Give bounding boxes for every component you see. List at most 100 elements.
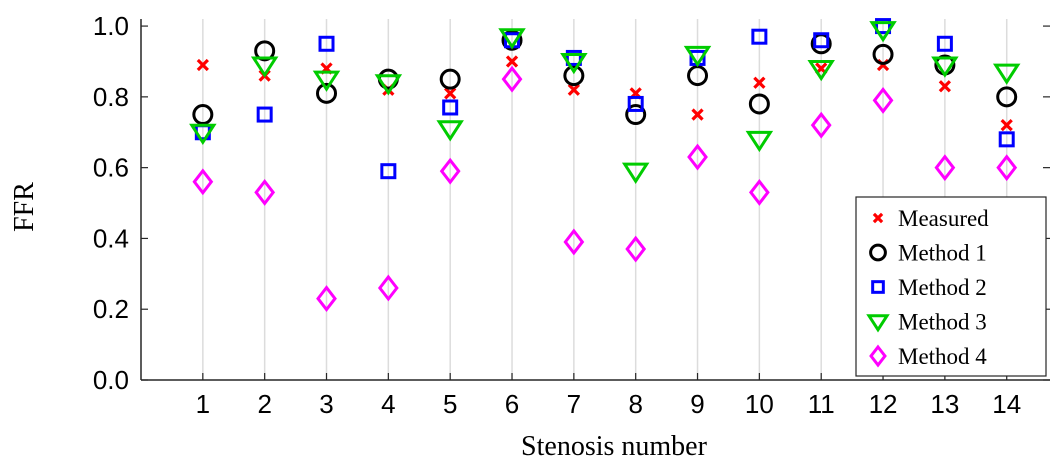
point-method-4-14	[996, 154, 1018, 182]
point-measured-5	[444, 87, 457, 100]
point-method-3-6	[498, 28, 526, 50]
x-tick-label-12: 12	[869, 389, 898, 419]
y-tick-label-1.0: 1.0	[93, 11, 129, 41]
point-method-4-9	[687, 143, 708, 171]
point-method-3-1	[189, 123, 217, 146]
point-measured-13	[938, 80, 952, 93]
legend-marker-method-3	[866, 314, 890, 333]
legend-label-method-4: Method 4	[898, 344, 987, 369]
point-method-3-3	[312, 70, 341, 92]
y-tick-label-0.2: 0.2	[93, 294, 129, 324]
point-method-2-3	[318, 35, 335, 52]
point-method-4-8	[625, 235, 647, 263]
legend-entry-method-2: Method 2	[871, 275, 987, 300]
point-method-3-8	[621, 162, 650, 184]
series-method-4	[192, 65, 1018, 313]
point-method-4-10	[748, 178, 770, 206]
point-method-3-11	[807, 60, 835, 82]
x-tick-label-14: 14	[992, 389, 1021, 419]
x-tick-label-11: 11	[808, 389, 835, 419]
point-measured-10	[753, 76, 766, 89]
point-method-1-2	[254, 40, 276, 62]
legend-entry-method-4: Method 4	[869, 344, 987, 369]
x-tick-label-7: 7	[567, 389, 581, 419]
point-method-4-5	[439, 157, 461, 185]
point-method-3-5	[436, 120, 464, 142]
point-method-4-3	[316, 285, 337, 313]
x-tick-label-8: 8	[628, 389, 642, 419]
point-method-4-13	[934, 154, 956, 182]
x-tick-label-10: 10	[745, 389, 774, 419]
x-tick-label-5: 5	[443, 389, 457, 419]
point-method-4-1	[192, 168, 214, 196]
point-method-3-2	[250, 56, 279, 78]
point-method-2-7	[565, 49, 582, 66]
point-method-3-13	[931, 56, 959, 78]
y-tick-label-0.6: 0.6	[93, 153, 129, 183]
point-method-4-11	[810, 111, 832, 139]
point-method-4-7	[563, 228, 585, 256]
x-tick-label-2: 2	[257, 389, 271, 419]
x-tick-label-13: 13	[930, 389, 959, 419]
legend-entry-method-1: Method 1	[869, 241, 987, 266]
legend-label-method-3: Method 3	[898, 310, 987, 335]
point-method-4-2	[254, 178, 276, 206]
legend-marker-measured	[872, 212, 884, 224]
point-method-1-1	[192, 104, 214, 126]
legend-entry-measured: Measured	[872, 206, 989, 231]
legend-marker-method-2	[871, 280, 885, 294]
point-measured-6	[505, 55, 519, 68]
x-tick-label-1: 1	[196, 389, 210, 419]
x-tick-label-3: 3	[319, 389, 333, 419]
x-tick-label-9: 9	[690, 389, 704, 419]
point-method-3-7	[560, 52, 588, 75]
point-method-1-7	[563, 65, 585, 87]
series-method-3	[189, 21, 1021, 184]
tick-label-layer: 1 2 3 4 5 6 7 8 9 10 11 12 13 140.00.20.40.60.81.0	[93, 11, 1021, 419]
point-method-2-14	[998, 131, 1015, 148]
point-method-2-12	[875, 18, 892, 35]
point-measured-1	[196, 58, 209, 72]
point-method-2-10	[751, 28, 768, 45]
point-method-2-8	[627, 95, 644, 112]
point-method-1-10	[748, 93, 770, 115]
y-axis-title: FFR	[9, 182, 40, 232]
point-method-3-12	[869, 21, 897, 43]
x-axis-title: Stenosis number	[521, 431, 708, 460]
point-method-2-5	[442, 99, 459, 116]
point-method-2-13	[936, 35, 953, 52]
point-method-4-4	[377, 274, 399, 302]
point-measured-9	[691, 108, 704, 121]
y-tick-label-0.0: 0.0	[93, 365, 129, 395]
point-measured-14	[1000, 119, 1013, 132]
y-tick-label-0.8: 0.8	[93, 82, 129, 112]
legend-label-measured: Measured	[898, 206, 989, 231]
point-method-3-4	[374, 74, 403, 96]
point-method-1-14	[996, 86, 1018, 108]
point-method-1-12	[872, 43, 894, 65]
legend: Measured Method 1 Method 2 Method 3 Method 4	[855, 196, 1047, 377]
series-measured	[196, 55, 1013, 132]
legend-box	[855, 196, 1047, 377]
point-method-3-14	[992, 63, 1021, 85]
point-measured-7	[567, 83, 580, 96]
legend-entry-method-3: Method 3	[866, 310, 987, 335]
point-method-2-2	[256, 106, 273, 123]
legend-label-method-2: Method 2	[898, 275, 987, 300]
point-method-4-12	[872, 86, 894, 114]
point-method-2-11	[813, 32, 830, 49]
point-method-3-9	[683, 45, 712, 68]
legend-marker-method-4	[869, 344, 887, 368]
y-tick-label-0.4: 0.4	[93, 223, 129, 253]
point-method-3-10	[745, 130, 774, 153]
legend-label-method-1: Method 1	[898, 241, 987, 266]
x-tick-label-6: 6	[505, 389, 519, 419]
marker-layer	[189, 18, 1021, 313]
legend-marker-method-1	[869, 243, 887, 262]
point-method-4-6	[501, 65, 523, 93]
point-method-1-3	[316, 82, 338, 104]
x-tick-label-4: 4	[381, 389, 395, 419]
point-method-2-4	[380, 163, 397, 180]
